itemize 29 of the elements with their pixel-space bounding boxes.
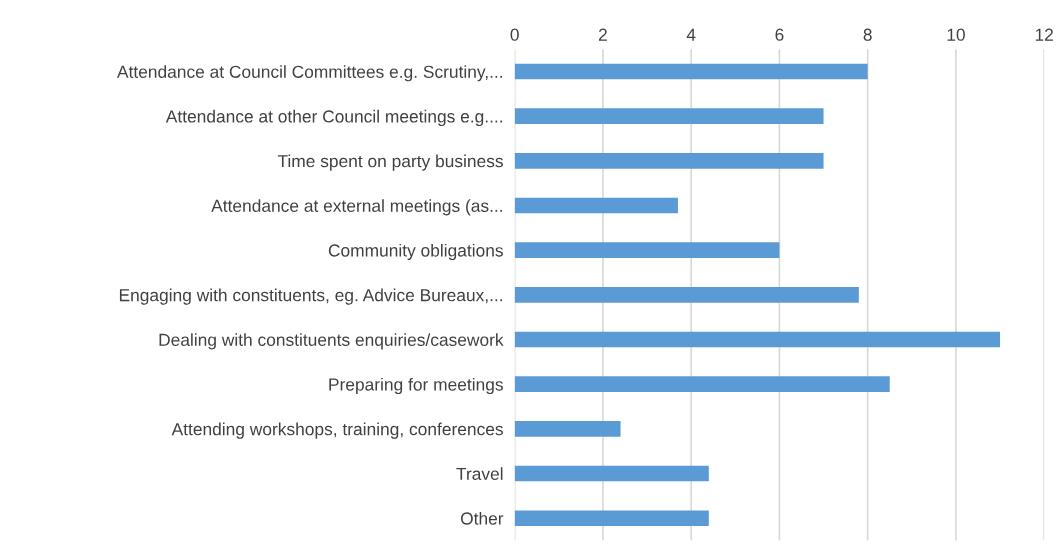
y-tick-label: Attendance at Council Committees e.g. Scrutiny,... — [116, 65, 502, 82]
bar — [514, 197, 678, 214]
bar — [514, 421, 621, 437]
bar — [514, 287, 859, 303]
bar — [514, 108, 824, 124]
bar — [514, 510, 709, 527]
x-tick-label: 10 — [947, 28, 965, 41]
y-tick-label: Attending workshops, training, conferences — [171, 422, 503, 439]
bar — [514, 63, 868, 80]
y-tick-label: Attendance at other Council meetings e.g.... — [165, 109, 502, 127]
y-tick-label: Dealing with constituents enquiries/casework — [159, 333, 504, 350]
x-tick-label: 12 — [1035, 28, 1053, 41]
x-tick-label: 4 — [686, 28, 696, 41]
y-tick-label: Time spent on party business — [277, 154, 503, 171]
bar — [514, 376, 890, 392]
y-tick-label: Attendance at external meetings (as... — [211, 199, 502, 216]
y-tick-label: Preparing for meetings — [329, 377, 503, 395]
y-tick-label: Community obligations — [328, 243, 503, 261]
x-tick-label: 6 — [775, 28, 784, 41]
bar — [514, 242, 780, 258]
bar — [514, 465, 709, 482]
x-tick-label: 8 — [863, 28, 872, 41]
y-tick-label: Engaging with constituents, eg. Advice Bureaux,... — [119, 288, 502, 305]
y-tick-label: Travel — [456, 467, 503, 480]
bar — [514, 153, 824, 169]
x-tick-label: 0 — [510, 28, 519, 41]
x-tick-label: 2 — [598, 28, 607, 41]
y-tick-label: Other — [460, 511, 504, 525]
bar — [514, 331, 1001, 348]
